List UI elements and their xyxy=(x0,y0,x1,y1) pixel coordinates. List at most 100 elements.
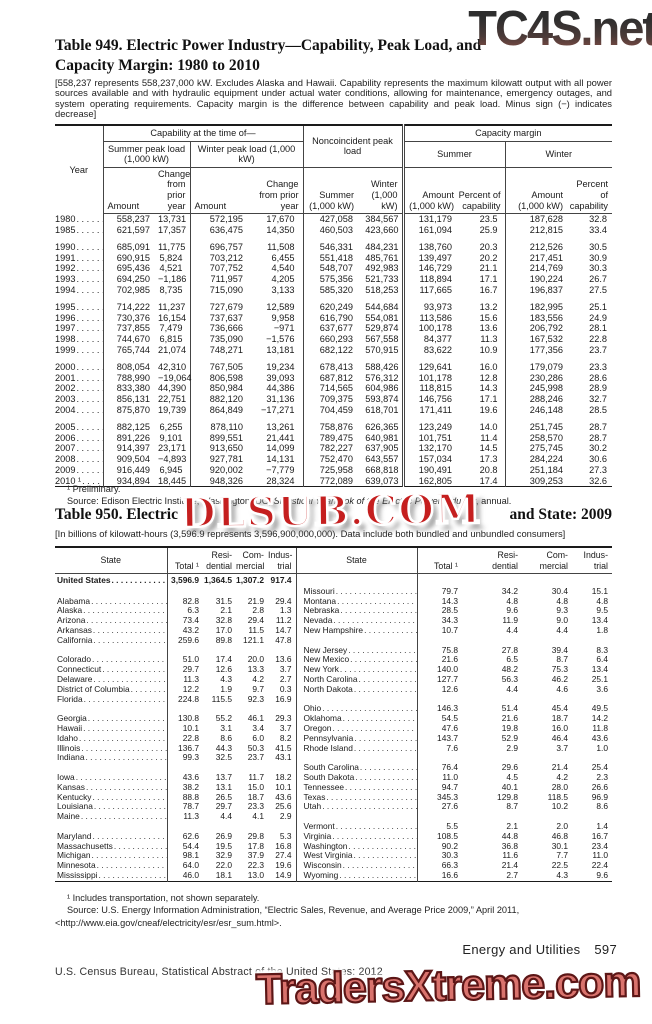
value-cell: 10.2 xyxy=(551,801,568,812)
value-cell: −1,576 xyxy=(266,334,295,345)
state-flex: Tennessee. . . . . . . . . . . . . . . .… xyxy=(304,782,417,793)
dot-leader: . . . . . . . . . . . . . . . . . . . . … xyxy=(76,394,102,405)
year-label: 1994 xyxy=(55,284,76,295)
state-label: Delaware xyxy=(57,673,93,684)
value-cell: 171,411 xyxy=(401,404,459,416)
value-cell: 143.7 xyxy=(416,733,462,744)
value-cell: 23.7 xyxy=(589,344,608,355)
value-cell: 162,805 xyxy=(401,475,459,487)
value-cell: 19.6 xyxy=(275,860,292,871)
value-cell: 54.5 xyxy=(416,713,462,724)
state-cell-right: Missouri. . . . . . . . . . . . . . . . … xyxy=(295,586,417,597)
dot-leader: . . . . . . . . . . . . . . . . . . . . … xyxy=(102,665,166,675)
value-cell: 484,231 xyxy=(365,241,399,252)
state-label: Texas xyxy=(303,791,326,802)
value-cell xyxy=(166,704,203,715)
value-cell: 47.6 xyxy=(416,723,462,734)
table-950-row: Mississippi. . . . . . . . . . . . . . .… xyxy=(55,870,612,882)
year-label: 1999 xyxy=(55,344,76,355)
state-flex: California. . . . . . . . . . . . . . . … xyxy=(57,635,167,646)
dot-leader: . . . . . . . . . . . . . . . . . . . . … xyxy=(76,404,102,415)
year-cell: 2004. . . . . . . . . . . . . . . . . . … xyxy=(55,405,103,416)
value-cell: 14,350 xyxy=(266,224,295,235)
year-label: 2000 xyxy=(55,361,76,372)
year-cell: 2003. . . . . . . . . . . . . . . . . . … xyxy=(55,394,103,405)
table-949-note: [558,237 represents 558,237,000 kW. Excl… xyxy=(55,77,612,120)
value-cell: 17.4 xyxy=(215,654,232,665)
year-flex: 2000. . . . . . . . . . . . . . . . . . … xyxy=(55,362,103,373)
year-label: 2008 xyxy=(55,454,76,465)
state-cell-left: Kentucky. . . . . . . . . . . . . . . . … xyxy=(55,792,167,803)
year-label: 1990 xyxy=(55,241,76,252)
value-cell: 4.5 xyxy=(506,771,518,782)
dot-leader: . . . . . . . . . . . . . . . . . . . . … xyxy=(76,421,102,432)
value-cell: 28,324 xyxy=(266,475,295,486)
value-cell: 704,459 xyxy=(302,404,359,416)
value-cell: 25.6 xyxy=(275,801,292,812)
value-cell: 20.2 xyxy=(479,252,498,263)
year-cell: 1985. . . . . . . . . . . . . . . . . . … xyxy=(55,225,103,236)
value-cell: 90.2 xyxy=(416,841,462,852)
value-cell: 3.7 xyxy=(556,742,568,753)
value-cell: 4.4 xyxy=(506,624,518,635)
value-cell: 44,390 xyxy=(158,383,187,394)
state-flex: Missouri. . . . . . . . . . . . . . . . … xyxy=(304,586,417,597)
col-header-residential-left: Resi-dential xyxy=(203,547,236,574)
state-cell-left: Connecticut. . . . . . . . . . . . . . .… xyxy=(55,664,167,675)
value-cell: 4.8 xyxy=(556,595,568,606)
value-cell: 30.2 xyxy=(589,443,608,454)
value-cell: 44,386 xyxy=(266,383,295,394)
year-cell: 2000. . . . . . . . . . . . . . . . . . … xyxy=(55,356,103,373)
dot-leader: . . . . . . . . . . . . . . . . . . . . … xyxy=(322,802,416,812)
state-label: Maryland xyxy=(57,830,92,841)
state-label: Oregon xyxy=(303,722,332,733)
value-cell: 19.5 xyxy=(215,840,232,851)
source-line: Source: Edison Electric Institute, Washi… xyxy=(67,496,512,507)
value-cell: 98.1 xyxy=(166,851,203,862)
year-cell: 1999. . . . . . . . . . . . . . . . . . … xyxy=(55,345,103,356)
value-cell: 11.3 xyxy=(480,334,498,345)
value-cell: 772,089 xyxy=(302,475,359,487)
value-cell: 32.9 xyxy=(215,850,232,861)
table-949-row: 2002. . . . . . . . . . . . . . . . . . … xyxy=(55,383,612,395)
value-cell: 179,079 xyxy=(504,355,568,373)
value-cell: 11,237 xyxy=(158,301,186,312)
value-cell: 251,184 xyxy=(504,464,568,476)
value-cell: 22.0 xyxy=(215,860,232,871)
table-950-row: California. . . . . . . . . . . . . . . … xyxy=(55,635,612,646)
value-cell: 108.5 xyxy=(416,831,462,842)
state-label: Connecticut xyxy=(57,664,102,675)
state-cell-left: Kansas. . . . . . . . . . . . . . . . . … xyxy=(55,782,167,793)
value-cell: 575,356 xyxy=(302,274,359,285)
value-cell: 29.8 xyxy=(247,830,264,841)
value-cell: 914,397 xyxy=(102,443,158,455)
value-cell: 833,380 xyxy=(102,383,158,395)
value-cell: 101,178 xyxy=(401,372,459,384)
year-label: 2003 xyxy=(55,394,76,405)
value-cell: 423,660 xyxy=(365,224,399,235)
value-cell: 12.2 xyxy=(166,684,203,695)
value-cell: 727,679 xyxy=(189,295,248,313)
value-cell: 927,781 xyxy=(189,454,248,465)
value-cell: 882,125 xyxy=(102,415,158,433)
value-cell: 48.2 xyxy=(501,664,518,675)
value-cell: 259.6 xyxy=(166,635,203,646)
value-cell: 113,586 xyxy=(401,312,459,324)
value-cell: 28.7 xyxy=(589,432,608,443)
value-cell: 22.3 xyxy=(247,860,264,871)
state-cell-left: Maine. . . . . . . . . . . . . . . . . .… xyxy=(55,811,167,822)
value-cell: 84,377 xyxy=(401,334,459,345)
col-header-commercial-left: Com-mercial xyxy=(236,547,268,574)
value-cell: 14,131 xyxy=(266,454,295,465)
dot-leader: . . . . . . . . . . . . . . . . . . . . … xyxy=(76,312,102,323)
footer-page-number: 597 xyxy=(594,942,617,957)
value-cell: 748,271 xyxy=(189,344,248,356)
value-cell: 17.1 xyxy=(479,394,498,405)
state-cell-right: Utah. . . . . . . . . . . . . . . . . . … xyxy=(295,802,417,813)
dot-leader: . . . . . . . . . . . . . . . . . . . . … xyxy=(345,782,416,792)
dot-leader: . . . . . . . . . . . . . . . . . . . . … xyxy=(76,284,102,295)
value-cell: 34.2 xyxy=(501,585,518,596)
value-cell: 554,081 xyxy=(365,312,399,323)
table-949-row: 1992. . . . . . . . . . . . . . . . . . … xyxy=(55,263,612,275)
dot-leader: . . . . . . . . . . . . . . . . . . . . … xyxy=(92,655,167,665)
